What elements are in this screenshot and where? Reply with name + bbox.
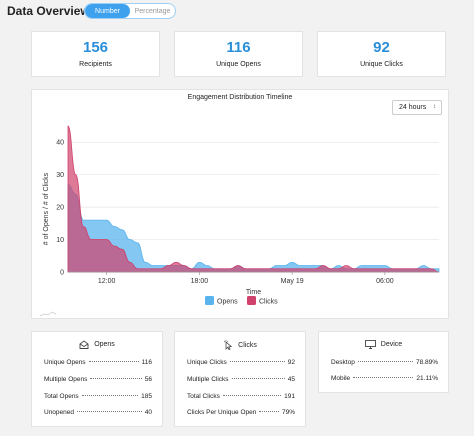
clicks-detail-title: Clicks — [238, 341, 257, 349]
detail-row: Mobile 21.11% — [331, 375, 438, 382]
detail-row: Clicks Per Unique Open 79% — [187, 409, 295, 416]
unique-opens-card: 116 Unique Opens — [174, 31, 303, 77]
x-tick-label: 18:00 — [191, 278, 209, 285]
x-tick-label: 12:00 — [98, 278, 116, 285]
clicks-area — [67, 125, 440, 273]
x-tick-label: May 19 — [281, 278, 304, 285]
device-detail-card: Device Desktop 78.89% Mobile 21.11% — [318, 331, 449, 393]
y-tick-label: 30 — [56, 172, 64, 179]
recipients-value: 156 — [82, 39, 109, 56]
updown-caret-icon: ↕ — [433, 104, 436, 110]
detail-value: 21.11% — [416, 375, 438, 382]
toggle-number[interactable]: Number — [85, 4, 130, 18]
detail-value: 185 — [141, 393, 152, 400]
opens-detail-title: Opens — [94, 341, 115, 348]
detail-label: Desktop — [331, 359, 355, 366]
x-tick-label: 06:00 — [376, 278, 394, 285]
detail-value: 56 — [144, 376, 152, 383]
legend-label-opens: Opens — [217, 299, 238, 306]
cursor-click-icon — [223, 340, 233, 350]
detail-value: 92 — [287, 359, 295, 366]
detail-label: Total Clicks — [187, 393, 220, 400]
y-axis-label: # of Opens / # of Clicks — [43, 172, 50, 245]
clicks-detail-card: Clicks Unique Clicks 92 Multiple Clicks 45… — [174, 331, 306, 427]
x-axis-label: Time — [246, 289, 261, 296]
detail-value: 78.89% — [415, 359, 438, 366]
detail-row: Desktop 78.89% — [331, 359, 438, 366]
y-tick-label: 10 — [56, 237, 64, 244]
detail-row: Total Clicks 191 — [187, 393, 295, 400]
toggle-percentage[interactable]: Percentage — [134, 7, 171, 15]
detail-label: Mobile — [331, 375, 351, 382]
detail-value: 79% — [281, 409, 295, 416]
detail-row: Unopened 40 — [44, 409, 152, 416]
detail-value: 116 — [141, 359, 152, 366]
timeline-chart: 0 10 20 30 40 12:00 18:00 May 19 06:00 Time # of O… — [39, 125, 440, 317]
detail-label: Unique Clicks — [187, 359, 227, 366]
legend-swatch-clicks — [247, 296, 256, 305]
detail-row: Total Opens 185 — [44, 393, 152, 400]
unique-clicks-card: 92 Unique Clicks — [317, 31, 446, 77]
time-range-select[interactable]: 24 hours ↕ — [392, 100, 442, 115]
unique-opens-label: Unique Opens — [216, 61, 261, 68]
legend-label-clicks: Clicks — [259, 299, 278, 306]
timeline-card: 0 10 20 30 40 12:00 18:00 May 19 06:00 Time # of O… — [31, 89, 449, 319]
recipients-card: 156 Recipients — [31, 31, 160, 77]
detail-value: 40 — [144, 409, 152, 416]
detail-label: Clicks Per Unique Open — [187, 409, 257, 416]
monitor-icon — [364, 340, 376, 349]
y-tick-label: 20 — [56, 205, 64, 212]
y-tick-label: 40 — [56, 140, 64, 147]
detail-value: 191 — [284, 393, 295, 400]
page-title: Data Overview — [7, 4, 90, 18]
detail-row: Unique Clicks 92 — [187, 359, 295, 366]
display-mode-toggle: Number Percentage — [84, 3, 176, 19]
detail-row: Unique Opens 116 — [44, 359, 152, 366]
unique-opens-value: 116 — [226, 39, 251, 56]
detail-label: Total Opens — [44, 393, 79, 400]
time-range-value: 24 hours — [399, 104, 427, 111]
y-tick-label: 0 — [60, 270, 64, 277]
unique-clicks-value: 92 — [373, 39, 390, 56]
detail-row: Multiple Opens 56 — [44, 376, 152, 383]
detail-label: Unopened — [44, 409, 74, 416]
legend-swatch-opens — [205, 296, 214, 305]
envelope-open-icon — [79, 340, 89, 349]
unique-clicks-label: Unique Clicks — [360, 61, 403, 68]
detail-label: Multiple Opens — [44, 376, 88, 383]
recipients-label: Recipients — [79, 61, 112, 68]
chart-title: Engagement Distribution Timeline — [187, 94, 293, 101]
opens-detail-card: Opens Unique Opens 116 Multiple Opens 56 T… — [31, 331, 163, 427]
detail-value: 45 — [287, 376, 295, 383]
watermark-sparkline-icon — [39, 311, 57, 317]
detail-row: Multiple Clicks 45 — [187, 376, 295, 383]
device-detail-title: Device — [380, 341, 403, 348]
detail-label: Unique Opens — [44, 359, 86, 366]
detail-label: Multiple Clicks — [187, 376, 229, 383]
